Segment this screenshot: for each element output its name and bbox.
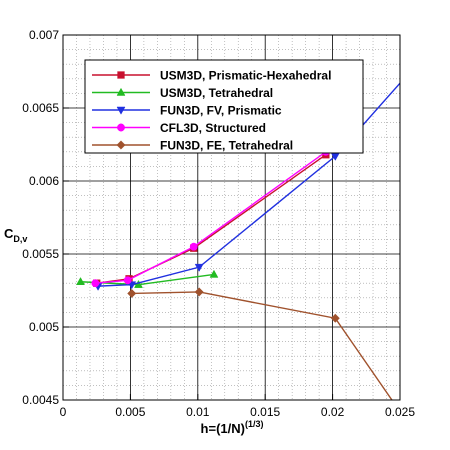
y-tick-label: 0.005 [29, 320, 59, 334]
legend-entry: FUN3D, FE, Tetrahedral [92, 139, 293, 153]
y-tick-label: 0.006 [29, 174, 59, 188]
x-tick-label: 0.015 [250, 405, 280, 419]
data-point [123, 276, 132, 285]
x-tick-label: 0.025 [385, 405, 415, 419]
legend-label: CFL3D, Structured [160, 121, 266, 135]
y-tick-label: 0.0065 [22, 101, 59, 115]
legend-entry: USM3D, Tetrahedral [92, 86, 273, 100]
y-tick-label: 0.0045 [22, 393, 59, 407]
x-axis-title-main: h=(1/N) [201, 421, 245, 436]
legend: USM3D, Prismatic-Hexahedral USM3D, Tetrah… [84, 59, 364, 154]
legend-swatch-marker [116, 87, 126, 96]
legend-label: USM3D, Prismatic-Hexahedral [160, 69, 331, 83]
x-tick-label: 0.005 [115, 405, 145, 419]
legend-swatch-marker [117, 123, 125, 132]
x-tick-labels: 0 0.005 0.01 0.015 0.02 0.025 [60, 405, 416, 419]
y-axis-title-subscript: D,v [13, 234, 27, 244]
legend-label: USM3D, Tetrahedral [160, 86, 273, 100]
legend-entry: USM3D, Prismatic-Hexahedral [92, 69, 331, 83]
data-point [127, 288, 137, 298]
legend-entry: FUN3D, FV, Prismatic [92, 104, 282, 118]
x-tick-label: 0.01 [186, 405, 210, 419]
data-point [194, 287, 204, 297]
legend-swatch-marker [116, 106, 126, 115]
y-axis-title: CD,v [4, 226, 27, 244]
legend-label: FUN3D, FE, Tetrahedral [160, 139, 293, 153]
data-point [189, 242, 198, 251]
data-point [209, 269, 219, 278]
axis-ticks [62, 34, 401, 401]
x-tick-label: 0.02 [321, 405, 345, 419]
x-axis-title-superscript: (1/3) [245, 419, 264, 429]
x-axis-title: h=(1/N)(1/3) [201, 419, 264, 436]
plot-frame [62, 34, 401, 401]
series-4 [91, 147, 330, 288]
data-point [330, 313, 340, 323]
series-line [95, 151, 327, 284]
data-point [76, 277, 85, 285]
y-axis-title-main: C [4, 226, 14, 241]
legend-label: FUN3D, FV, Prismatic [160, 104, 282, 118]
y-tick-labels: 0.0045 0.005 0.0055 0.006 0.0065 0.007 [22, 28, 59, 407]
x-tick-label: 0 [60, 405, 67, 419]
legend-swatch-marker [116, 140, 126, 150]
series-line [131, 291, 393, 400]
data-point [194, 263, 204, 272]
y-tick-label: 0.007 [29, 28, 59, 42]
legend-entry: CFL3D, Structured [92, 121, 266, 135]
legend-swatch-marker [117, 71, 125, 79]
y-tick-label: 0.0055 [22, 247, 59, 261]
data-point [91, 279, 100, 288]
series-layer [76, 82, 400, 400]
series-5 [127, 287, 393, 400]
